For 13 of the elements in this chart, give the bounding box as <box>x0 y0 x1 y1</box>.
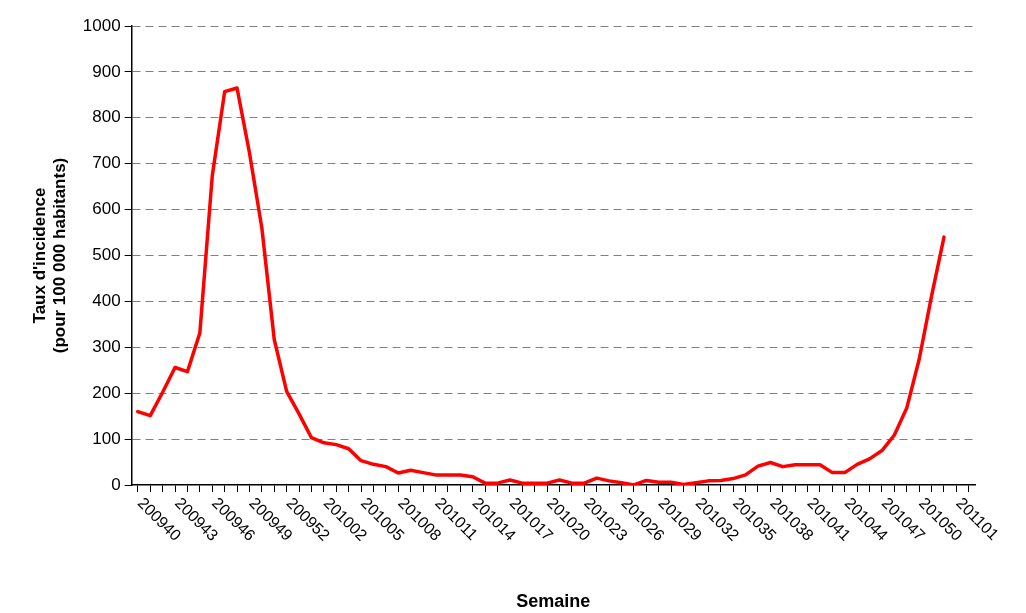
y-tick-label: 600 <box>92 199 121 219</box>
y-tick-label: 500 <box>92 245 121 265</box>
y-tick-label: 400 <box>92 291 121 311</box>
y-tick-label: 0 <box>111 474 121 494</box>
y-axis-title: Taux d'incidence (pour 100 000 habitants) <box>29 157 70 354</box>
y-tick-label: 100 <box>92 428 121 448</box>
y-tick-label: 900 <box>92 61 121 81</box>
x-axis-title: Semaine <box>516 591 591 612</box>
y-tick-label: 1000 <box>82 15 121 35</box>
y-tick-label: 700 <box>92 153 121 173</box>
y-tick-label: 800 <box>92 107 121 127</box>
y-tick-label: 200 <box>92 382 121 402</box>
y-tick-label: 300 <box>92 336 121 356</box>
